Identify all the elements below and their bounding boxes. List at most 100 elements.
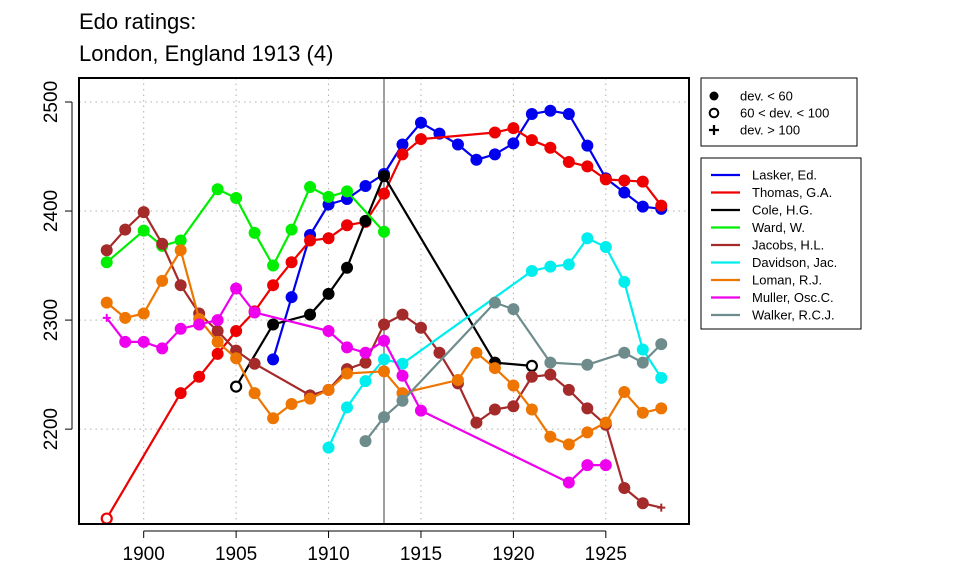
data-point-loman-r-j-1898 [100,296,113,309]
data-point-davidson-jac-1911 [341,401,354,414]
marker-legend-symbol-plus [709,125,719,135]
data-point-loman-r-j-1913 [378,365,390,378]
data-point-loman-r-j-1920 [507,379,520,392]
data-point-loman-r-j-1922 [544,430,557,443]
data-point-muller-osc-c-1925 [599,459,612,472]
data-point-loman-r-j-1924 [581,426,594,439]
marker-legend-label: 60 < dev. < 100 [740,106,829,121]
data-point-muller-osc-c-1923 [562,476,575,489]
data-point-walker-r-c-j-1926 [618,346,631,359]
data-point-muller-osc-c-1905 [230,282,243,295]
data-point-thomas-g-a-1926 [618,174,631,187]
data-point-thomas-g-a-1910 [322,232,335,245]
marker-legend-symbol-filled-circle [709,91,719,101]
data-point-davidson-jac-1912 [359,375,372,388]
y-axis: 2200 2300 2400 2500 [41,81,73,450]
series-jacobs-h-l [100,206,666,512]
x-tick-label-1915: 1915 [400,544,442,565]
data-point-loman-r-j-1908 [285,398,298,411]
data-point-lasker-ed-1912 [359,179,372,192]
data-point-lasker-ed-1919 [488,148,501,161]
data-point-lasker-ed-1921 [525,107,538,120]
data-point-ward-w-1908 [285,223,298,236]
series-legend-label: Ward, W. [752,220,805,235]
data-point-thomas-g-a-1914 [396,148,409,161]
data-point-thomas-g-a-1898 [100,512,113,525]
data-point-jacobs-h-l-1922 [544,368,557,381]
data-point-walker-r-c-j-1924 [581,358,594,371]
data-point-walker-r-c-j-1914 [396,394,409,407]
data-point-jacobs-h-l-1900 [137,206,150,219]
data-point-thomas-g-a-1927 [636,175,649,188]
series-legend-label: Jacobs, H.L. [752,238,824,253]
data-point-jacobs-h-l-1901 [156,237,169,250]
data-point-lasker-ed-1927 [636,200,649,213]
data-point-davidson-jac-1924 [581,232,594,245]
data-point-thomas-g-a-1902 [174,387,187,400]
data-point-muller-osc-c-1911 [341,341,354,354]
data-point-muller-osc-c-1904 [211,314,224,327]
x-tick-label-1900: 1900 [123,544,165,565]
series-legend-label: Cole, H.G. [752,203,813,218]
data-point-cole-h-g-1911 [341,261,354,274]
data-point-cole-h-g-1907 [267,318,280,331]
data-point-muller-osc-c-1914 [396,369,409,382]
data-point-loman-r-j-1919 [488,362,501,375]
data-point-ward-w-1906 [248,226,261,239]
data-point-jacobs-h-l-1926 [618,482,631,495]
data-point-loman-r-j-1910 [322,383,335,396]
data-point-ward-w-1913 [378,225,390,238]
data-point-walker-r-c-j-1927 [636,356,649,369]
data-point-muller-osc-c-1900 [137,335,150,348]
data-point-loman-r-j-1918 [470,346,483,359]
data-point-davidson-jac-1910 [322,441,335,454]
data-point-thomas-g-a-1904 [211,347,224,360]
data-point-davidson-jac-1925 [599,241,612,254]
y-tick-label-2300: 2300 [41,299,62,341]
series-legend-label: Davidson, Jac. [752,255,837,270]
data-point-thomas-g-a-1913 [378,187,390,200]
data-point-muller-osc-c-1906 [248,306,261,319]
data-point-thomas-g-a-1922 [544,141,557,154]
data-point-thomas-g-a-1903 [193,370,206,383]
data-point-cole-h-g-1909 [304,308,317,321]
data-point-jacobs-h-l-1915 [414,321,427,334]
data-point-jacobs-h-l-1928 [657,503,666,512]
series-layer [100,104,668,525]
data-point-loman-r-j-1925 [599,416,612,429]
data-point-jacobs-h-l-1920 [507,400,520,413]
data-point-thomas-g-a-1905 [230,324,243,337]
data-point-thomas-g-a-1907 [267,279,280,292]
y-tick-label-2500: 2500 [41,81,62,123]
data-point-jacobs-h-l-1913 [378,318,390,331]
data-point-cole-h-g-1921 [525,359,538,372]
series-legend-label: Loman, R.J. [752,273,822,288]
y-tick-label-2200: 2200 [41,408,62,450]
data-point-walker-r-c-j-1922 [544,356,557,369]
data-point-muller-osc-c-1901 [156,342,169,355]
data-point-loman-r-j-1907 [267,412,280,425]
data-point-lasker-ed-1917 [451,138,464,151]
data-point-muller-osc-c-1915 [414,404,427,417]
data-point-ward-w-1909 [304,181,317,194]
data-point-loman-r-j-1926 [618,386,631,399]
data-point-muller-osc-c-1910 [322,324,335,337]
data-point-loman-r-j-1906 [248,387,261,400]
series-line-walker-r-c-j [364,301,663,442]
data-point-loman-r-j-1917 [451,374,464,387]
data-point-lasker-ed-1920 [507,137,520,150]
data-point-lasker-ed-1908 [285,291,298,304]
data-point-thomas-g-a-1911 [341,219,354,232]
data-point-walker-r-c-j-1919 [488,296,501,309]
marker-legend-label: dev. > 100 [740,123,800,138]
series-legend-label: Lasker, Ed. [752,168,817,183]
series-line-muller-osc-c [105,287,606,484]
data-point-loman-r-j-1902 [174,244,187,257]
data-point-cole-h-g-1910 [322,287,335,300]
data-point-jacobs-h-l-1919 [488,403,501,416]
data-point-loman-r-j-1899 [119,311,132,324]
data-point-davidson-jac-1922 [544,260,557,273]
data-point-thomas-g-a-1921 [525,134,538,147]
series-legend-label: Walker, R.C.J. [752,308,835,323]
